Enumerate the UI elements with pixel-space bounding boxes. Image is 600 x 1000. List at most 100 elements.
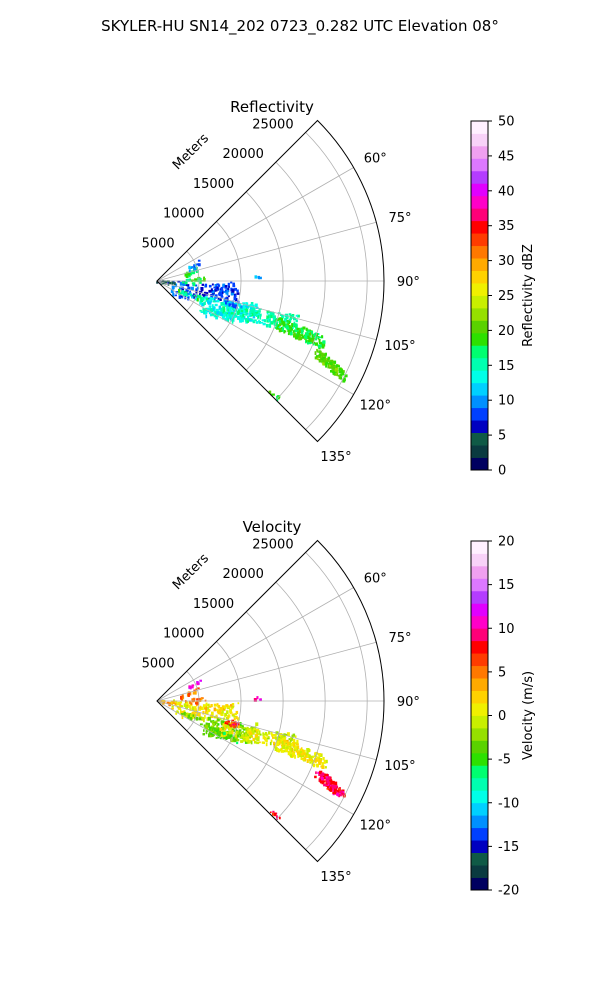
echo-gate (299, 336, 303, 341)
colorbar-segment (471, 678, 488, 691)
echo-gate (228, 727, 232, 731)
echo-gate (331, 369, 335, 373)
radial-tick-label: 15000 (193, 177, 234, 192)
echo-gate (244, 318, 247, 322)
echo-gate (223, 737, 226, 739)
echo-gate (225, 301, 227, 305)
echo-gate (321, 765, 325, 769)
echo-gate (309, 761, 312, 764)
echo-gate (189, 293, 193, 296)
echo-gate (316, 356, 319, 361)
echo-gate (200, 311, 204, 313)
echo-gate (193, 707, 196, 712)
echo-gate (246, 320, 249, 323)
echo-gate (284, 744, 288, 747)
colorbar-segment (471, 752, 488, 766)
velocity-panel: Velocity 5000 10000 15000 20000 25000 60° 75°… (142, 518, 536, 899)
echo-gate (223, 724, 226, 728)
echo-gate (307, 340, 309, 345)
echo-gate (294, 745, 298, 748)
echo-gate (243, 307, 246, 310)
azimuth-gridline (156, 700, 354, 815)
echo-gate (217, 730, 221, 735)
echo-gate (232, 723, 236, 726)
colorbar-segment (471, 407, 488, 421)
echo-gate (299, 334, 301, 338)
echo-gate (228, 295, 230, 298)
echo-gate (236, 717, 240, 721)
echo-gate (181, 715, 184, 720)
echo-gate (246, 730, 250, 734)
echo-gate (232, 300, 234, 305)
echo-gate (252, 737, 256, 742)
echo-gate (206, 310, 209, 313)
echo-gate (323, 759, 327, 764)
echo-gate (297, 745, 300, 749)
echo-gate (209, 314, 213, 317)
echo-gate (332, 780, 335, 785)
echo-gate (318, 762, 321, 765)
echo-gate (320, 356, 322, 360)
echo-gate (240, 740, 244, 743)
echo-gate (192, 714, 195, 717)
echo-gate (304, 337, 308, 340)
echo-gate (219, 717, 222, 721)
echo-gate (228, 309, 232, 313)
echo-gate (238, 308, 240, 311)
echo-gate (216, 709, 220, 713)
colorbar-segment (471, 307, 488, 321)
echo-gate (204, 283, 208, 288)
colorbar-tick-label: 10 (498, 394, 515, 409)
echo-gate (188, 286, 191, 290)
echo-gate (178, 708, 182, 710)
echo-gate (300, 751, 303, 753)
echo-gate (287, 332, 290, 336)
echo-gate (241, 734, 245, 738)
echo-gate (228, 714, 231, 718)
echo-gate (195, 717, 198, 721)
colorbar-segment (471, 357, 488, 371)
echo-gate (189, 290, 191, 293)
echo-gate (245, 729, 248, 733)
echo-gate (294, 754, 296, 759)
colorbar-segment (471, 765, 488, 779)
echo-gate (205, 730, 208, 735)
echo-gate (272, 315, 276, 319)
echo-gate (318, 358, 322, 363)
radial-tick-label: 20000 (223, 147, 264, 162)
reflectivity-title: Reflectivity (230, 98, 314, 116)
echo-gate (178, 288, 181, 293)
echo-gate (237, 725, 240, 729)
azimuth-gridline (156, 280, 354, 395)
echo-gate (283, 739, 286, 743)
echo-gate (339, 373, 343, 377)
colorbar-segment (471, 603, 488, 617)
echo-gate (282, 324, 286, 327)
echo-gate (202, 303, 205, 307)
echo-gate (326, 778, 329, 782)
echo-gate (196, 297, 199, 302)
echo-gate (195, 711, 199, 714)
echo-gate (324, 773, 328, 777)
echo-gate (226, 306, 229, 309)
echo-gate (289, 754, 292, 758)
echo-gate (219, 711, 222, 715)
echo-gate (241, 318, 244, 323)
echo-gate (288, 738, 291, 741)
echo-gate (245, 302, 248, 306)
echo-gate (310, 330, 314, 335)
echo-gate (190, 702, 193, 705)
colorbar-segment (471, 395, 488, 409)
radial-tick-label: 10000 (163, 207, 204, 222)
echo-gate (327, 781, 331, 784)
echo-gate (229, 724, 233, 728)
echo-gate (184, 292, 187, 296)
echo-gate (224, 726, 227, 730)
echo-gate (160, 281, 164, 285)
echo-gate (231, 724, 234, 727)
echo-gate (242, 729, 246, 731)
echo-gate (182, 284, 185, 286)
echo-gate (258, 320, 261, 324)
echo-gate (225, 297, 228, 301)
echo-gate (326, 776, 328, 779)
